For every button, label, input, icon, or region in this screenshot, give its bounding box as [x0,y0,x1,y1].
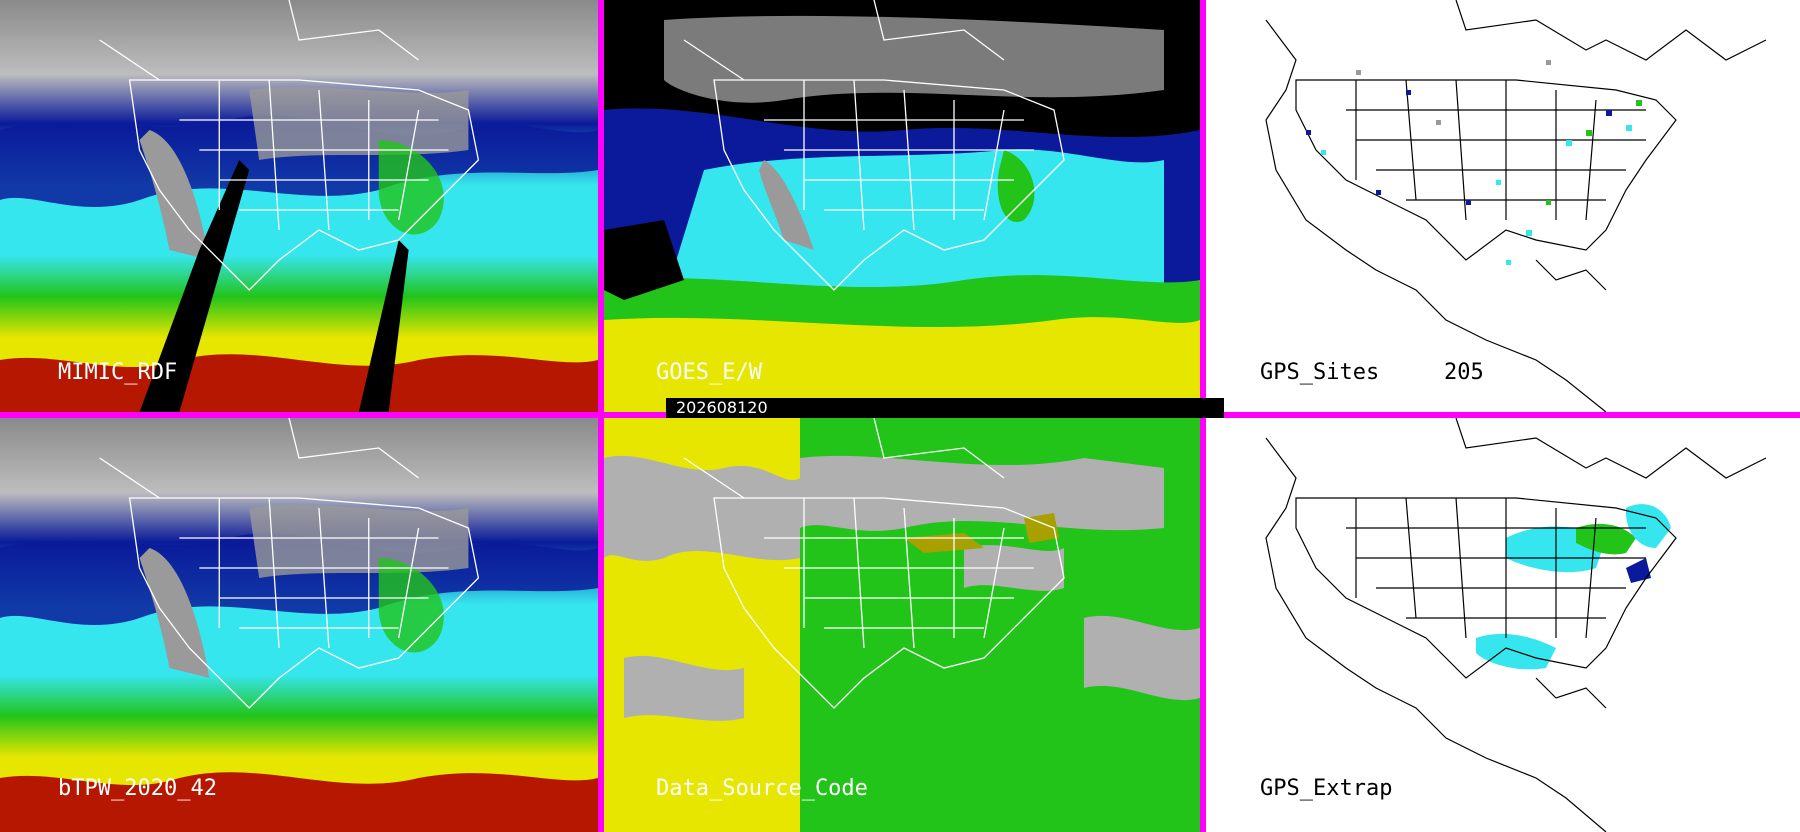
gps-sites-count: 205 [1444,360,1484,385]
goes-label: GOES_E/W [656,360,762,385]
gps-extrap-panel: GPS_Extrap [1206,418,1800,832]
gps-extrap-map [1265,418,1767,832]
mimic-tpw-map [0,0,598,412]
gps-sites-map [1265,0,1767,412]
goes-tpw-map [604,0,1200,412]
timestamp: 202608120 [676,398,768,417]
gps-site-markers [1306,60,1642,265]
mimic-label: MIMIC_RDF [58,360,178,385]
data-source-panel: Data_Source_Code [604,418,1200,832]
data-source-map [604,418,1200,832]
goes-tpw-panel: GOES_E/W [604,0,1200,412]
mimic-tpw-panel: MIMIC_RDF [0,0,598,412]
gps-sites-panel: GPS_Sites 205 [1206,0,1800,412]
btpw-panel: bTPW_2020_42 [0,418,598,832]
btpw-label: bTPW_2020_42 [58,776,217,801]
gps-extrap-label: GPS_Extrap [1260,776,1393,801]
timestamp-bar: 202608120 [666,398,1224,418]
gps-sites-label: GPS_Sites [1260,360,1380,385]
data-source-label: Data_Source_Code [656,776,868,801]
btpw-map [0,418,598,832]
